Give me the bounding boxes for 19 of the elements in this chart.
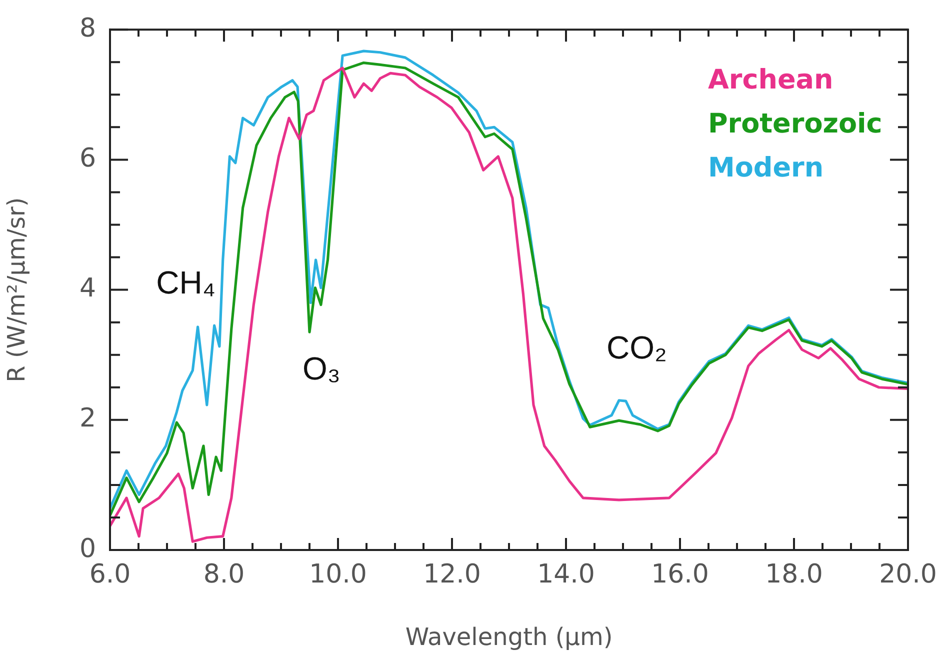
x-tick-label: 16.0 (651, 559, 709, 590)
x-tick-label: 18.0 (765, 559, 823, 590)
annotation: O₃ (302, 350, 340, 386)
x-tick-label: 12.0 (423, 559, 481, 590)
y-tick-label: 6 (79, 143, 96, 174)
text: Modern (708, 152, 824, 184)
x-tick-label: 14.0 (537, 559, 595, 590)
y-axis-title: R (W/m²/μm/sr) (2, 197, 31, 382)
annotation: CO₂ (606, 329, 667, 366)
annotation: CH₄ (156, 264, 216, 300)
text: Archean (708, 64, 834, 96)
y-tick-label: 2 (79, 404, 96, 434)
x-tick-label: 20.0 (879, 559, 937, 590)
text: Proterozoic (708, 108, 882, 140)
x-tick-label: 8.0 (203, 559, 245, 590)
y-tick-label: 4 (79, 274, 96, 304)
x-tick-label: 10.0 (309, 559, 367, 590)
y-tick-label: 8 (79, 13, 96, 44)
x-axis-title: Wavelength (μm) (405, 622, 613, 651)
